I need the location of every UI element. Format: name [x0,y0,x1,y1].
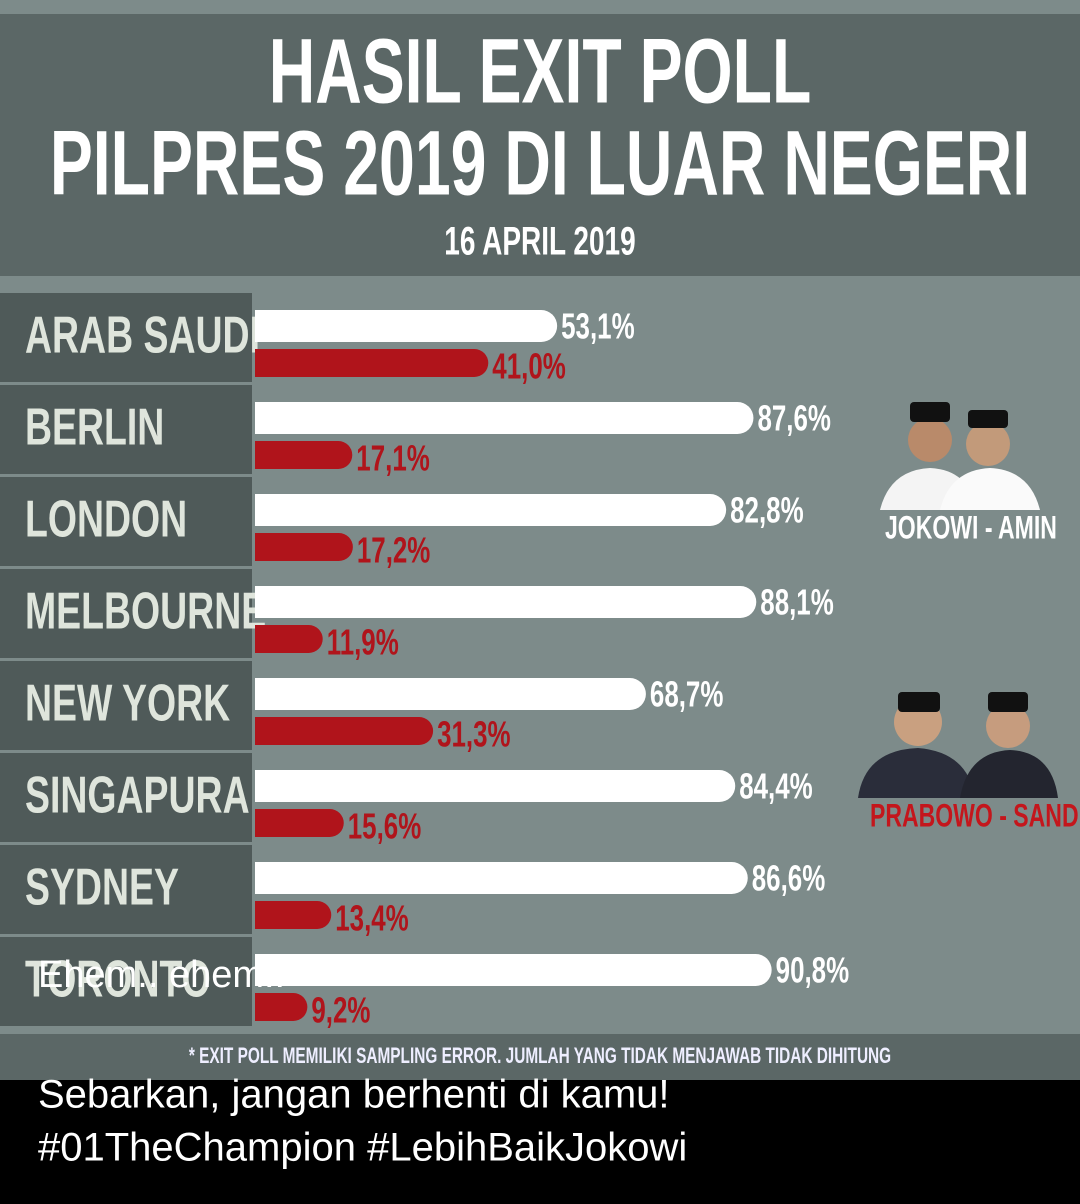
bar [255,441,353,469]
category-panel [0,937,252,1026]
category-label: MELBOURNE [25,582,266,641]
value-label-group: 84,4% [739,766,813,806]
value-label-group: 53,1% [561,306,635,346]
value-label-group: 13,4% [335,898,409,938]
bar [255,402,754,434]
value-label-group: 15,6% [348,806,422,846]
bar [255,625,323,653]
bar [255,717,434,745]
category-label-group: ARAB SAUDI [25,306,260,365]
value-label-group: 82,8% [730,490,804,530]
category-panel [0,661,252,750]
bar [255,809,344,837]
category-label: TORONTO [25,950,211,1009]
caption-line: Sebarkan, jangan berhenti di kamu! [38,1073,670,1117]
bar [255,770,736,802]
date: 16 APRIL 2019 [444,220,635,264]
value-label-group: 88,1% [760,582,834,622]
title-line-2: PILPRES 2019 DI LUAR NEGERI [50,111,1030,214]
value-label-group: 17,1% [356,438,430,478]
portrait-jokowi-amin [880,402,1040,510]
value-label-group: 31,3% [437,714,511,754]
bar [255,678,646,710]
value-label: 31,3% [437,714,511,754]
value-label: 87,6% [757,398,831,438]
category-panel [0,385,252,474]
value-label-group: 68,7% [650,674,724,714]
bar [255,494,727,526]
category-label-group: TORONTO [25,950,211,1009]
category-label-group: SYDNEY [25,858,179,917]
category-panel [0,477,252,566]
bar [255,310,558,342]
category-label: ARAB SAUDI [25,306,260,365]
category-panel [0,845,252,934]
category-label: LONDON [25,490,187,549]
bar [255,586,757,618]
portrait-prabowo-sandi [858,692,1058,798]
category-label-group: MELBOURNE [25,582,266,641]
legend-label: JOKOWI - AMIN [885,510,1057,546]
value-label: 17,1% [356,438,430,478]
value-label: 90,8% [776,950,850,990]
value-label-group: 86,6% [752,858,826,898]
bar [255,901,332,929]
category-label: NEW YORK [25,674,230,733]
caption-line: #01TheChampion #LebihBaikJokowi [38,1126,687,1170]
footer-panel [0,1034,1080,1080]
title: HASIL EXIT POLL [269,19,812,122]
category-label: BERLIN [25,398,164,457]
value-label-group: 41,0% [492,346,566,386]
value-label: 53,1% [561,306,635,346]
category-panel [0,293,252,382]
category-label-group: LONDON [25,490,187,549]
bar [255,862,748,894]
category-label: SYDNEY [25,858,179,917]
value-label: 13,4% [335,898,409,938]
footnote: * EXIT POLL MEMILIKI SAMPLING ERROR. JUM… [189,1044,891,1068]
value-label: 82,8% [730,490,804,530]
caption-panel [0,1080,1080,1204]
category-panel [0,569,252,658]
value-label: 86,6% [752,858,826,898]
value-label: 88,1% [760,582,834,622]
category-label-group: SINGAPURA [25,766,250,825]
bar [255,533,353,561]
value-label: 41,0% [492,346,566,386]
value-label-group: 17,2% [357,530,431,570]
value-label-group: 87,6% [757,398,831,438]
category-label: SINGAPURA [25,766,250,825]
bar [255,349,489,377]
category-label-group: BERLIN [25,398,164,457]
legend-label: PRABOWO - SANDI [870,798,1080,834]
value-label: 68,7% [650,674,724,714]
value-label-group: 11,9% [327,622,399,662]
value-label: 9,2% [311,990,370,1030]
overlay-text: Ehem.. ehem.. [38,954,285,996]
value-label: 17,2% [357,530,431,570]
value-label: 84,4% [739,766,813,806]
bar [255,954,772,986]
value-label: 15,6% [348,806,422,846]
category-label-group: NEW YORK [25,674,230,733]
value-label-group: 9,2% [311,990,370,1030]
value-label-group: 90,8% [776,950,850,990]
header-panel [0,14,1080,276]
bar [255,993,308,1021]
category-panel [0,753,252,842]
value-label: 11,9% [327,622,399,662]
